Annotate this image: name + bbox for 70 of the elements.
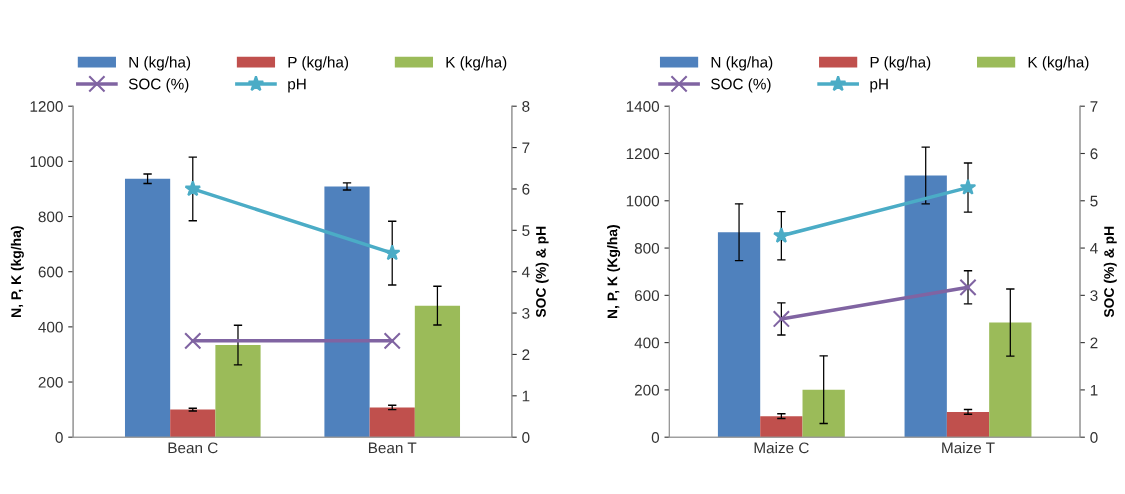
y-tick-label: 1200: [30, 101, 63, 112]
y2-tick-label: 7: [1090, 101, 1098, 112]
y-axis-title: N, P, K (kg/ha): [10, 226, 24, 317]
point: [959, 178, 977, 195]
bar: [369, 407, 415, 438]
y2-tick-label: 0: [1090, 432, 1098, 443]
legend-label: N (kg/ha): [711, 56, 773, 71]
y2-tick-label: 2: [522, 349, 530, 360]
y2-tick-label: 8: [522, 101, 530, 112]
y2-tick-label: 4: [521, 266, 530, 278]
point: [184, 332, 202, 350]
y2-tick-label: 6: [522, 183, 530, 195]
bar: [802, 389, 845, 438]
bar: [170, 409, 216, 438]
y-tick-label: 400: [38, 321, 63, 333]
y-tick-label: 0: [55, 432, 63, 443]
x-tick-label: Bean T: [368, 442, 417, 454]
x-tick-label: Maize C: [754, 442, 809, 454]
y2-tick-label: 5: [522, 225, 530, 237]
y-tick-label: 600: [634, 290, 660, 302]
y-tick-label: 800: [634, 242, 660, 254]
legend-label: P (kg/ha): [288, 56, 349, 71]
bar: [717, 232, 761, 438]
bar: [946, 411, 990, 438]
point: [383, 332, 401, 350]
y-tick-label: 200: [634, 384, 660, 396]
legend-label: pH: [870, 78, 888, 93]
y2-axis-title: SOC (%) & pH: [535, 226, 549, 318]
y2-tick-label: 4: [1090, 243, 1098, 254]
bar: [215, 345, 261, 438]
legend-label: SOC (%): [711, 78, 771, 93]
point: [383, 244, 401, 261]
y2-tick-label: 2: [1090, 337, 1098, 349]
y2-tick-label: 1: [522, 390, 530, 402]
y2-axis-title: SOC (%) & pH: [1103, 226, 1117, 318]
bar: [989, 322, 1032, 438]
legend-label: SOC (%): [128, 78, 189, 93]
y-tick-label: 1200: [626, 148, 660, 160]
y-tick-label: 800: [38, 211, 63, 223]
legend-label: P (kg/ha): [870, 56, 931, 71]
y-tick-label: 200: [38, 376, 63, 388]
y2-tick-label: 1: [1090, 384, 1098, 396]
y-tick-label: 400: [634, 337, 660, 349]
y-tick-label: 1400: [626, 101, 660, 112]
legend-label: K (kg/ha): [446, 56, 507, 71]
y-tick-label: 0: [651, 432, 660, 443]
y2-tick-label: 3: [522, 307, 530, 319]
bar: [324, 186, 370, 438]
y2-tick-label: 7: [522, 142, 530, 154]
bar: [414, 305, 461, 438]
x-tick-label: Maize T: [942, 442, 995, 454]
point: [772, 310, 791, 328]
legend-label: K (kg/ha): [1028, 56, 1089, 71]
bar: [124, 178, 171, 438]
y-axis-title: N, P, K (Kg/ha): [607, 225, 621, 319]
legend-label: pH: [288, 78, 306, 93]
y-tick-label: 1000: [626, 195, 660, 207]
point: [184, 180, 202, 197]
bar: [760, 416, 803, 438]
point: [773, 227, 790, 243]
point: [959, 278, 977, 296]
legend-label: N (kg/ha): [129, 56, 191, 71]
y-tick-label: 600: [38, 266, 63, 278]
y2-tick-label: 0: [522, 432, 530, 443]
y2-tick-label: 5: [1090, 195, 1098, 207]
y-tick-label: 1000: [30, 156, 63, 168]
bar: [904, 175, 947, 438]
x-tick-label: Bean C: [168, 442, 218, 454]
y2-tick-label: 3: [1090, 290, 1098, 302]
y2-tick-label: 6: [1090, 148, 1098, 160]
